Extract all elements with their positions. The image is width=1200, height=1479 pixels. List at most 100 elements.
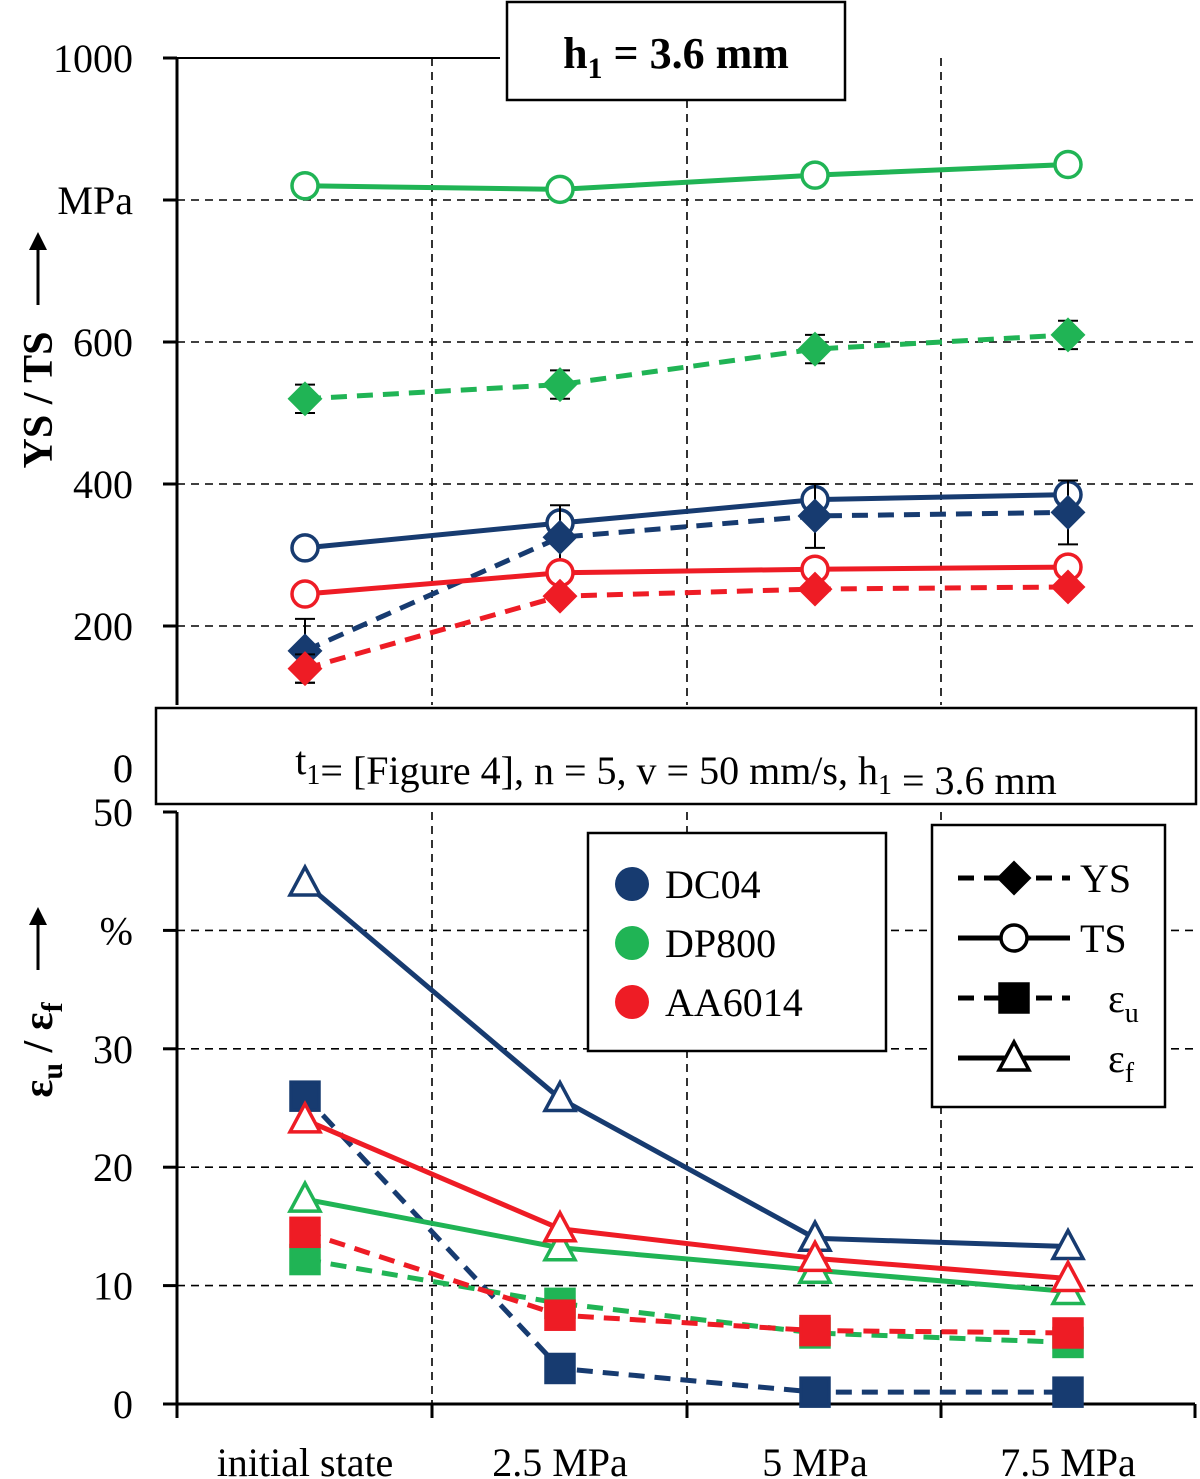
data-point bbox=[797, 571, 833, 607]
data-point bbox=[287, 1179, 323, 1213]
data-point bbox=[542, 578, 578, 614]
data-point bbox=[542, 367, 578, 403]
data-point bbox=[545, 174, 575, 205]
series-aa6014-eu bbox=[289, 1216, 1084, 1349]
legend-marker-diamond bbox=[996, 860, 1032, 896]
top-y-unit: MPa bbox=[57, 178, 133, 223]
data-point bbox=[542, 1209, 578, 1243]
top-y-tick-label: 0 bbox=[113, 746, 133, 791]
axes: 0 200 400 600 1000 MPa 0 10 20 30 50% initial state… bbox=[16, 36, 1197, 1479]
series-line bbox=[304, 162, 1069, 192]
series-dp800-ys bbox=[287, 317, 1086, 417]
x-tick-label: 2.5 MPa bbox=[492, 1440, 628, 1479]
series-dc04-eu bbox=[289, 1080, 1084, 1408]
top-y-arrowhead bbox=[29, 232, 47, 250]
legend-materials: DC04 DP800 AA6014 bbox=[586, 831, 888, 1053]
data-point bbox=[289, 1216, 321, 1249]
legend-marker-label: εu bbox=[1108, 976, 1139, 1029]
series-aa6014-ef bbox=[287, 1100, 1086, 1293]
overlay: h1 = 3.6 mm 0 t1= [Figure 4], n = 5, v = 5… bbox=[113, 0, 1198, 1109]
chart-title: h1 = 3.6 mm bbox=[563, 29, 789, 85]
top-y-tick-label: 600 bbox=[73, 320, 133, 365]
legend-swatch-dc04 bbox=[615, 867, 649, 901]
data-point bbox=[800, 160, 830, 190]
data-point bbox=[1053, 149, 1083, 180]
top-grid bbox=[177, 58, 1195, 705]
legend-swatch-dp800 bbox=[615, 926, 649, 960]
legend-marker-label: εf bbox=[1108, 1036, 1135, 1089]
data-point bbox=[1050, 569, 1086, 605]
top-y-tick-label: 400 bbox=[73, 462, 133, 507]
condition-text: t1= [Figure 4], n = 5, v = 50 mm/s, h1 =… bbox=[295, 738, 1057, 803]
legend-markers: YS TS εu εf bbox=[930, 823, 1167, 1109]
top-y-label: YS / TS bbox=[16, 232, 62, 468]
data-point bbox=[290, 533, 320, 563]
data-point bbox=[799, 1376, 831, 1408]
series-line bbox=[304, 492, 1069, 551]
top-y-tick-label: 1000 bbox=[53, 36, 133, 81]
legend-label-aa6014: AA6014 bbox=[665, 980, 803, 1025]
series-line bbox=[304, 1229, 1069, 1336]
legend-marker-label: YS bbox=[1080, 856, 1131, 901]
condition-box bbox=[154, 706, 1198, 806]
bottom-y-arrowhead bbox=[29, 907, 47, 925]
data-point bbox=[799, 1314, 831, 1347]
legend-marker-square bbox=[998, 982, 1030, 1014]
series-aa6014-ys bbox=[287, 569, 1086, 687]
x-tick-label: 5 MPa bbox=[762, 1440, 868, 1479]
top-y-tick-label: 200 bbox=[73, 604, 133, 649]
data-point bbox=[290, 579, 320, 609]
series-line bbox=[303, 881, 1069, 1250]
data-point bbox=[542, 1078, 578, 1113]
legend-label-dp800: DP800 bbox=[665, 921, 776, 966]
x-tick-label: initial state bbox=[217, 1440, 394, 1479]
legend-marker-triangle bbox=[996, 1038, 1032, 1072]
series-line bbox=[303, 1094, 1068, 1395]
data-point bbox=[1050, 494, 1086, 530]
bottom-y-label-text: εu / εf bbox=[16, 1001, 69, 1097]
legend-marker-label: TS bbox=[1080, 916, 1127, 961]
data-point bbox=[544, 1299, 576, 1331]
data-point bbox=[1052, 1317, 1084, 1349]
legend-swatch-aa6014 bbox=[615, 985, 649, 1019]
data-point bbox=[544, 1352, 576, 1385]
bottom-y-tick-label: 10 bbox=[93, 1264, 133, 1309]
data-point bbox=[1050, 317, 1086, 353]
data-point bbox=[289, 1243, 321, 1276]
series-line bbox=[304, 1196, 1069, 1295]
data-point bbox=[287, 1100, 323, 1134]
bottom-y-tick-label: 30 bbox=[93, 1027, 133, 1072]
data-point bbox=[1050, 1226, 1086, 1261]
series-dc04-ef bbox=[287, 863, 1086, 1261]
data-point bbox=[797, 498, 833, 534]
series-line bbox=[304, 584, 1069, 672]
top-y-label-text: YS / TS bbox=[16, 332, 62, 469]
bottom-y-tick-label: 50 bbox=[93, 790, 133, 835]
data-point bbox=[797, 1238, 833, 1273]
data-point bbox=[1052, 1376, 1084, 1408]
data-point bbox=[287, 381, 323, 417]
series-line bbox=[303, 509, 1069, 654]
series-layer bbox=[287, 149, 1086, 1408]
series-dp800-ts bbox=[290, 149, 1083, 205]
legend-label-dc04: DC04 bbox=[665, 862, 761, 907]
series-line bbox=[304, 1117, 1069, 1281]
top-y-zero-label: 0 bbox=[113, 746, 133, 791]
data-point bbox=[287, 863, 323, 897]
bottom-y-unit: % bbox=[100, 908, 133, 953]
data-point bbox=[797, 331, 833, 367]
data-point bbox=[287, 651, 323, 687]
bottom-y-tick-label: 0 bbox=[113, 1382, 133, 1427]
bottom-y-tick-label: 20 bbox=[93, 1145, 133, 1190]
legend-marker-circle bbox=[999, 923, 1029, 953]
series-line bbox=[304, 332, 1069, 402]
data-point bbox=[1050, 1258, 1086, 1293]
x-tick-label: 7.5 MPa bbox=[1000, 1440, 1136, 1479]
data-point bbox=[542, 519, 578, 555]
series-line bbox=[304, 564, 1069, 597]
data-point bbox=[290, 171, 320, 201]
title-box bbox=[505, 0, 847, 102]
data-point bbox=[542, 1228, 578, 1262]
bottom-y-label: εu / εf bbox=[16, 907, 69, 1098]
